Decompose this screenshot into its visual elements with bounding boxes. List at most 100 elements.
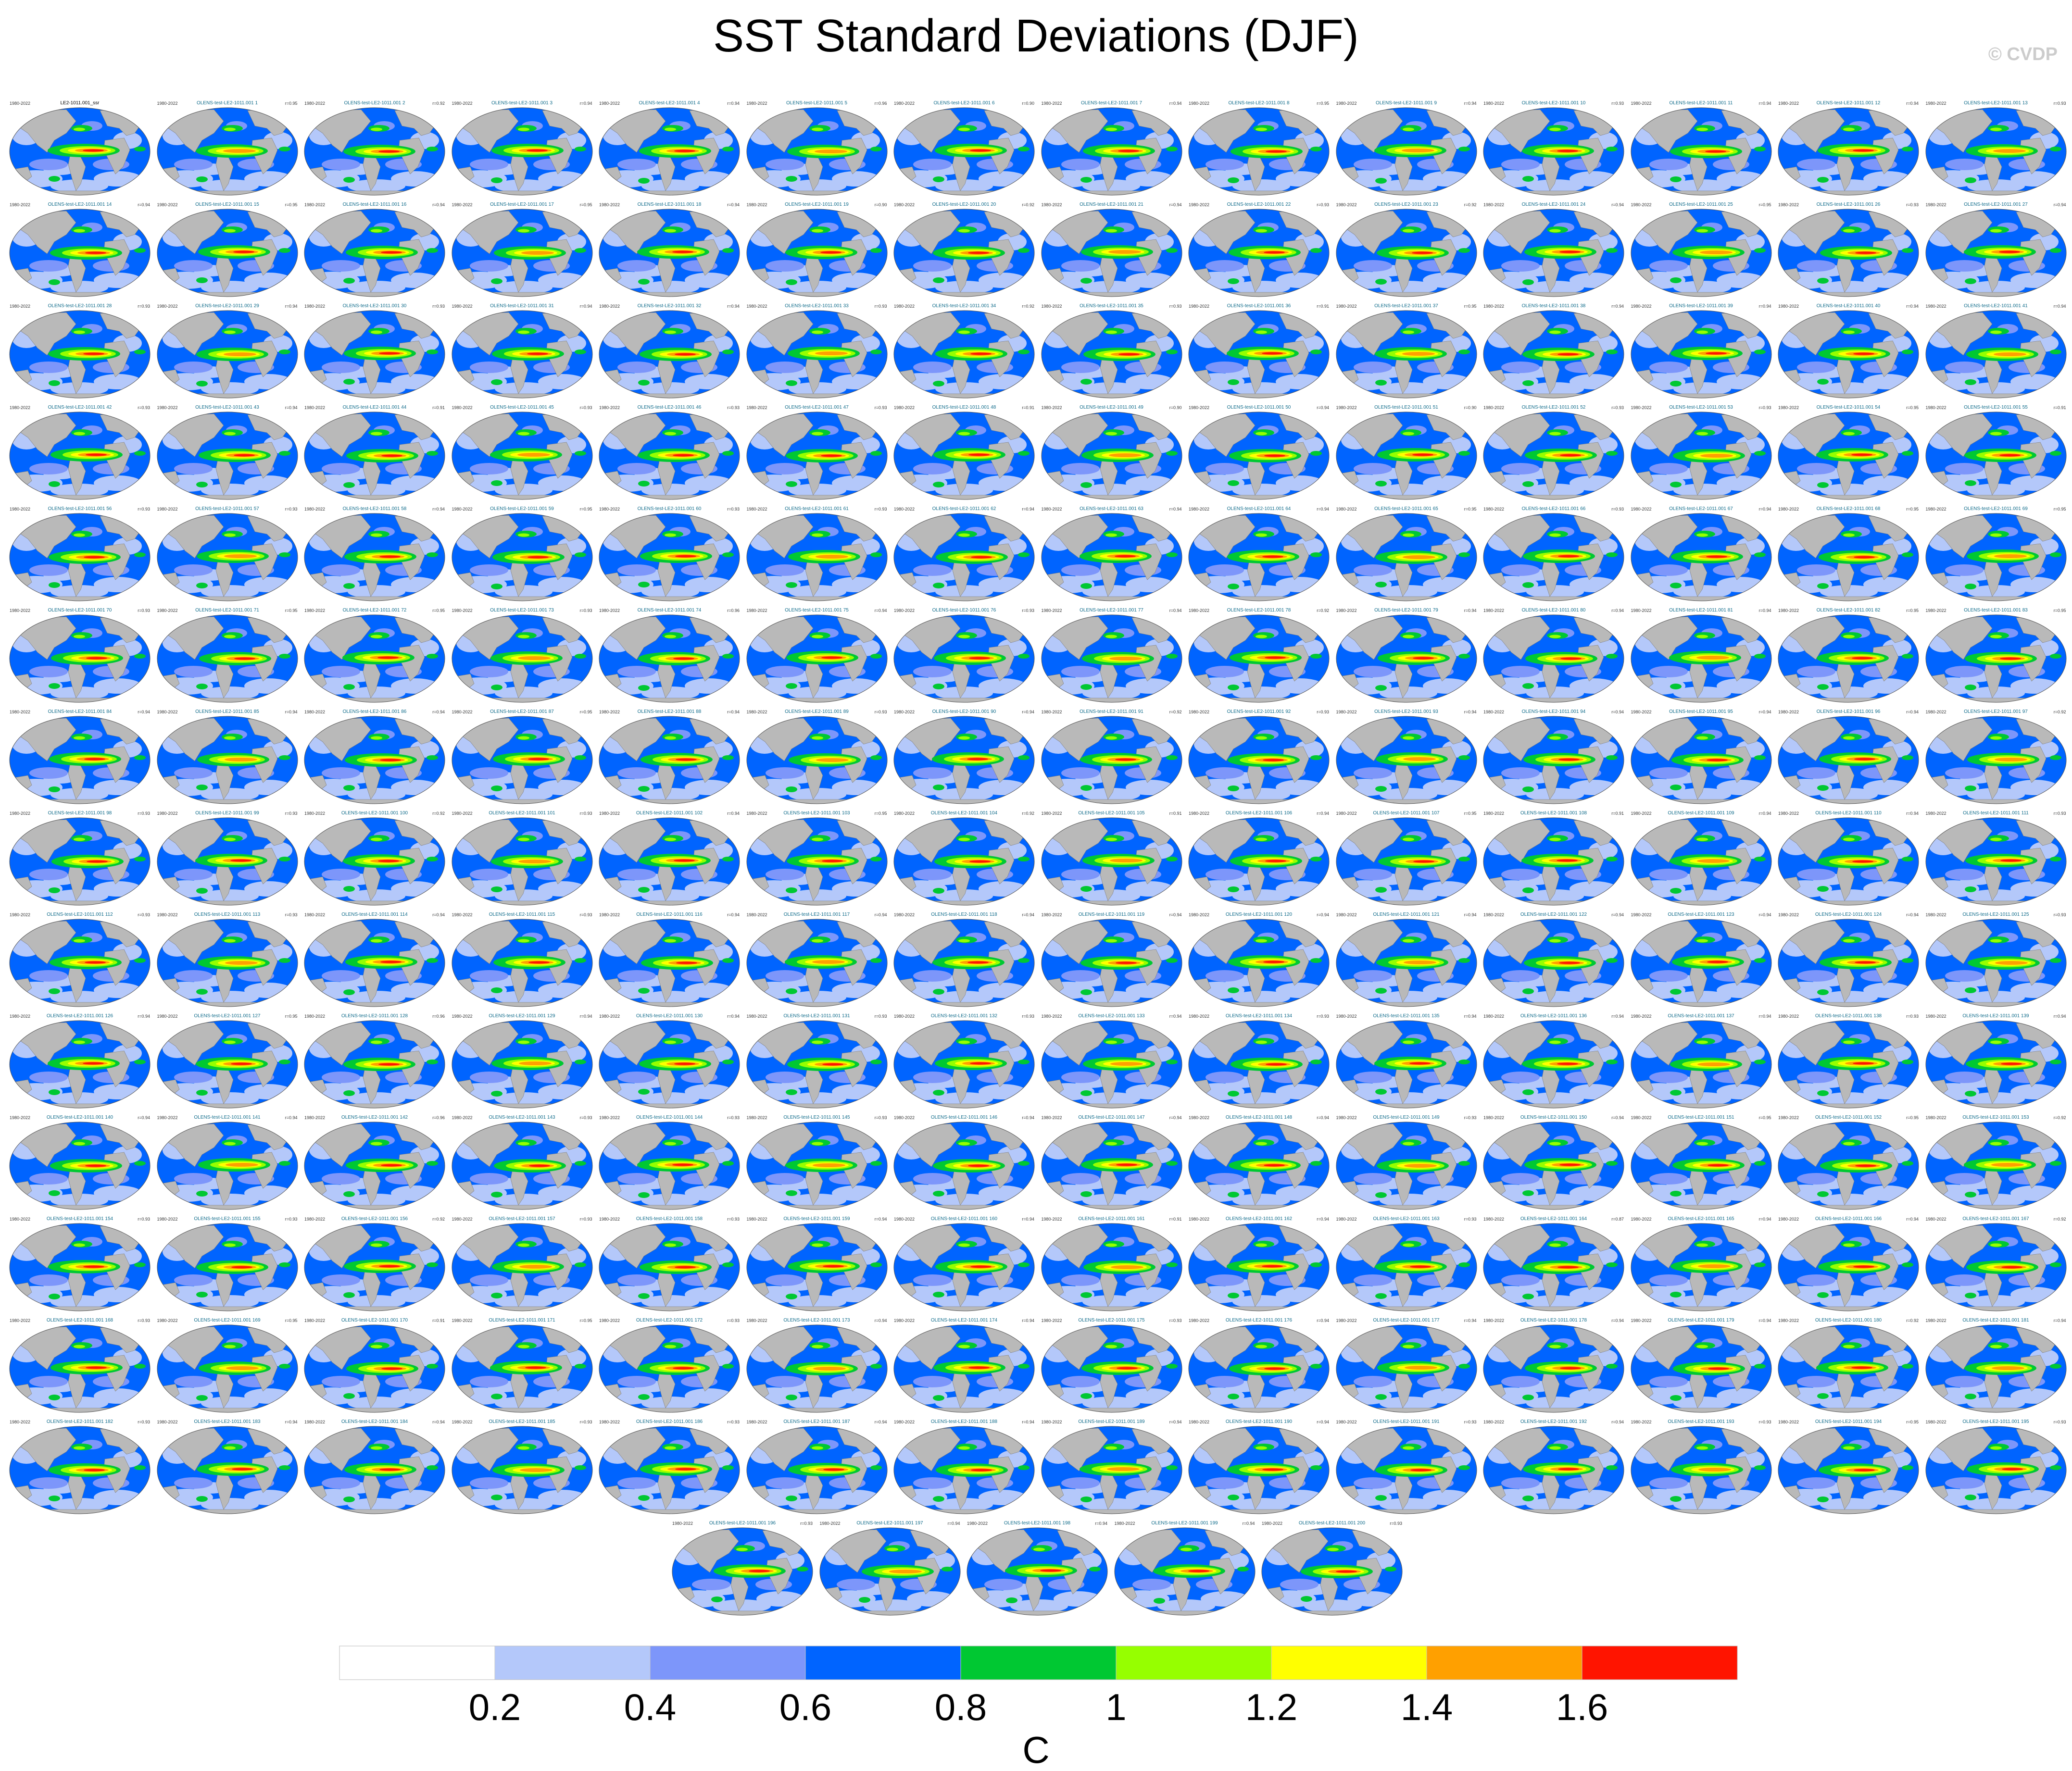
panel-correlation: r=0.94 xyxy=(727,201,740,208)
colorbar-segment xyxy=(961,1646,1116,1680)
panel-correlation: r=0.93 xyxy=(1759,404,1771,411)
panel-correlation: r=0.94 xyxy=(875,607,887,614)
panel-title: OLENS-test-LE2-1011.001 6 xyxy=(893,100,1035,107)
panel-correlation: r=0.94 xyxy=(138,1114,150,1121)
panel-title: OLENS-test-LE2-1011.001 156 xyxy=(303,1216,446,1222)
colorbar-tick-label: 1.2 xyxy=(1223,1685,1319,1729)
sst-std-map xyxy=(9,817,151,906)
panel-title: OLENS-test-LE2-1011.001 22 xyxy=(1188,201,1330,208)
sst-std-map xyxy=(746,208,888,298)
sst-std-map xyxy=(451,512,593,602)
panel-correlation: r=0.94 xyxy=(285,1419,298,1425)
panel-title: OLENS-test-LE2-1011.001 120 xyxy=(1188,911,1330,918)
colorbar-segment xyxy=(1271,1646,1427,1680)
panel-correlation: r=0.93 xyxy=(2054,911,2066,918)
panel-title: OLENS-test-LE2-1011.001 106 xyxy=(1188,810,1330,817)
sst-std-map xyxy=(1630,208,1772,298)
panel-title: OLENS-test-LE2-1011.001 94 xyxy=(1482,709,1625,715)
panel-correlation: r=0.94 xyxy=(1611,1317,1624,1324)
panel-correlation: r=0.93 xyxy=(285,506,298,512)
panel-correlation: r=0.94 xyxy=(1317,1317,1329,1324)
panel-title: OLENS-test-LE2-1011.001 9 xyxy=(1335,100,1478,107)
panel-correlation: r=0.93 xyxy=(1611,506,1624,512)
sst-std-map xyxy=(1482,817,1625,906)
sst-std-map xyxy=(893,208,1035,298)
panel-title: OLENS-test-LE2-1011.001 88 xyxy=(598,709,741,715)
panel-title: OLENS-test-LE2-1011.001 192 xyxy=(1482,1419,1625,1425)
panel-correlation: r=0.93 xyxy=(2054,1419,2066,1425)
panel-correlation: r=0.94 xyxy=(432,709,445,715)
panel-correlation: r=0.94 xyxy=(1169,100,1182,107)
panel-correlation: r=0.94 xyxy=(1759,709,1771,715)
panel-correlation: r=0.94 xyxy=(1611,911,1624,918)
panel-correlation: r=0.93 xyxy=(727,1114,740,1121)
panel-correlation: r=0.94 xyxy=(2054,201,2066,208)
sst-std-map xyxy=(1335,1324,1478,1413)
panel-title: OLENS-test-LE2-1011.001 84 xyxy=(9,709,151,715)
panel-correlation: r=0.93 xyxy=(875,709,887,715)
panel-title: OLENS-test-LE2-1011.001 102 xyxy=(598,810,741,817)
panel-correlation: r=0.91 xyxy=(1169,810,1182,817)
colorbar-segment xyxy=(1427,1646,1582,1680)
panel-correlation: r=0.93 xyxy=(580,1419,592,1425)
panel-title: OLENS-test-LE2-1011.001 52 xyxy=(1482,404,1625,411)
sst-std-map xyxy=(746,1222,888,1312)
panel-correlation: r=0.95 xyxy=(285,201,298,208)
sst-std-map xyxy=(1188,1222,1330,1312)
sst-std-map xyxy=(303,1222,446,1312)
sst-std-map xyxy=(156,107,299,196)
sst-std-map xyxy=(1188,715,1330,805)
sst-std-map xyxy=(1188,411,1330,500)
sst-std-map xyxy=(746,310,888,399)
panel-title: OLENS-test-LE2-1011.001 48 xyxy=(893,404,1035,411)
sst-std-map xyxy=(9,918,151,1008)
panel-correlation: r=0.94 xyxy=(1169,1114,1182,1121)
panel-correlation: r=0.94 xyxy=(138,1013,150,1020)
panel-title: OLENS-test-LE2-1011.001 149 xyxy=(1335,1114,1478,1121)
panel-correlation: r=0.93 xyxy=(432,303,445,310)
panel-correlation: r=0.94 xyxy=(948,1520,960,1527)
panel-title: OLENS-test-LE2-1011.001 86 xyxy=(303,709,446,715)
panel-title: OLENS-test-LE2-1011.001 70 xyxy=(9,607,151,614)
panel-title: OLENS-test-LE2-1011.001 32 xyxy=(598,303,741,310)
sst-std-map xyxy=(1335,107,1478,196)
panel-correlation: r=0.94 xyxy=(1759,1013,1771,1020)
panel-correlation: r=0.93 xyxy=(1317,1013,1329,1020)
panel-correlation: r=0.94 xyxy=(1464,1317,1477,1324)
panel-correlation: r=0.91 xyxy=(1169,1216,1182,1222)
panel-title: OLENS-test-LE2-1011.001 34 xyxy=(893,303,1035,310)
colorbar-segment xyxy=(1116,1646,1271,1680)
panel-title: OLENS-test-LE2-1011.001 172 xyxy=(598,1317,741,1324)
sst-std-map xyxy=(1482,1324,1625,1413)
panel-correlation: r=0.94 xyxy=(1906,100,1919,107)
panel-title: OLENS-test-LE2-1011.001 134 xyxy=(1188,1013,1330,1020)
panel-title: OLENS-test-LE2-1011.001 83 xyxy=(1925,607,2067,614)
